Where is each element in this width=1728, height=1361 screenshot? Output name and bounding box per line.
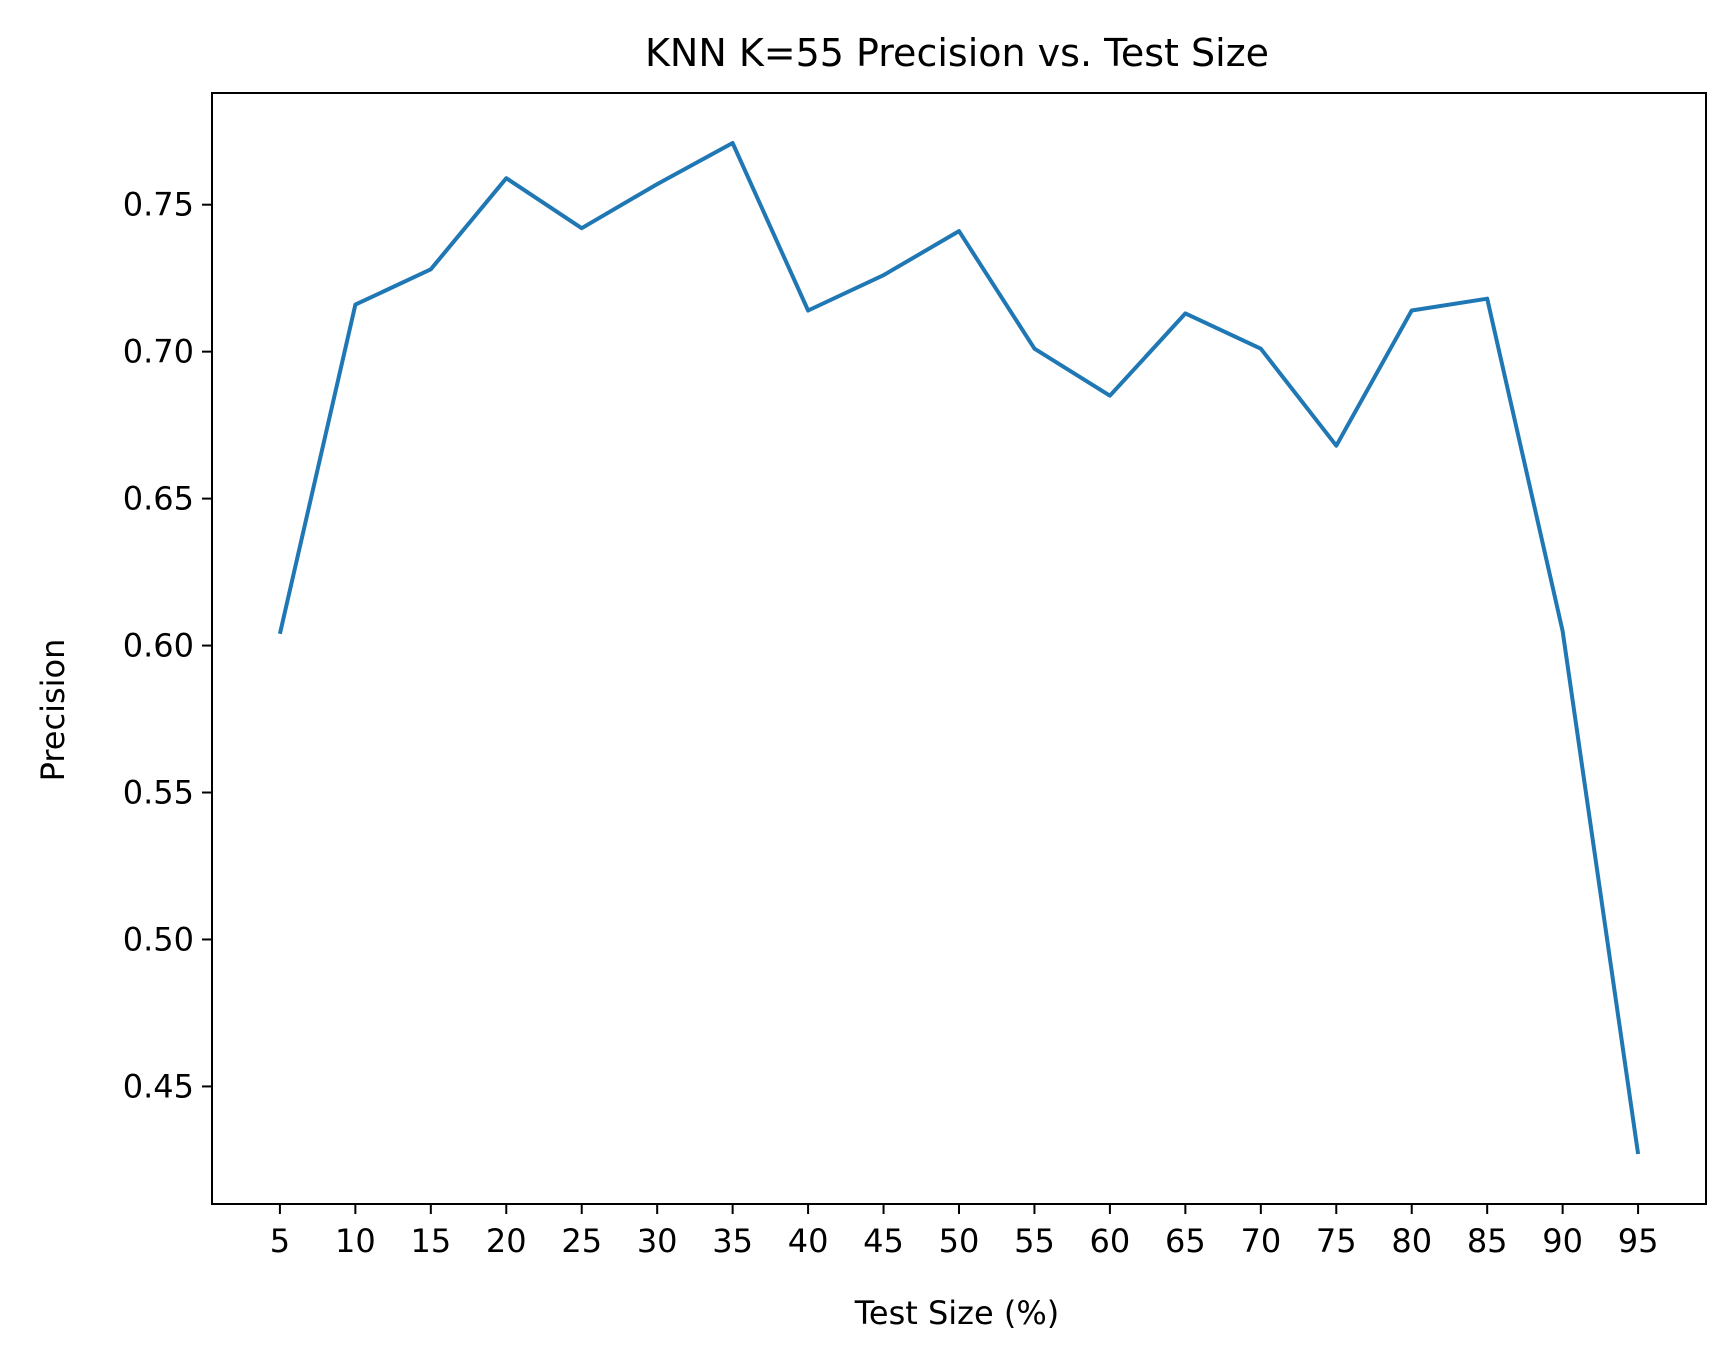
x-tick-label: 35 — [712, 1222, 753, 1260]
x-tick-label: 10 — [335, 1222, 376, 1260]
series-line — [277, 141, 1641, 1155]
y-tick-label: 0.45 — [123, 1067, 194, 1105]
x-tick-label: 15 — [410, 1222, 451, 1260]
x-tick-label: 45 — [863, 1222, 904, 1260]
x-tick-label: 25 — [561, 1222, 602, 1260]
x-tick-label: 5 — [270, 1222, 290, 1260]
x-tick-label: 90 — [1542, 1222, 1583, 1260]
x-tick-label: 60 — [1090, 1222, 1131, 1260]
x-tick-label: 50 — [939, 1222, 980, 1260]
y-tick-label: 0.60 — [123, 627, 194, 665]
x-tick-label: 30 — [637, 1222, 678, 1260]
x-tick-label: 70 — [1240, 1222, 1281, 1260]
y-tick-label: 0.50 — [123, 920, 194, 958]
x-axis-ticks: 5 10 15 20 25 30 35 40 45 50 55 60 65 70 75 80 85 90 95 — [270, 1204, 1659, 1260]
x-tick-label: 85 — [1467, 1222, 1508, 1260]
y-axis-label: Precision — [34, 639, 72, 782]
y-tick-label: 0.70 — [123, 333, 194, 371]
x-tick-label: 55 — [1014, 1222, 1055, 1260]
y-tick-label: 0.65 — [123, 480, 194, 518]
x-tick-label: 95 — [1618, 1222, 1659, 1260]
x-tick-label: 75 — [1316, 1222, 1357, 1260]
chart-title: KNN K=55 Precision vs. Test Size — [645, 31, 1269, 75]
x-tick-label: 20 — [486, 1222, 527, 1260]
plot-area-frame — [211, 92, 1707, 1205]
x-tick-label: 80 — [1391, 1222, 1432, 1260]
y-tick-label: 0.55 — [123, 774, 194, 812]
y-axis-ticks: 0.45 0.50 0.55 0.60 0.65 0.70 0.75 — [123, 186, 212, 1105]
x-axis-label: Test Size (%) — [854, 1294, 1059, 1332]
x-tick-label: 40 — [788, 1222, 829, 1260]
x-tick-label: 65 — [1165, 1222, 1206, 1260]
y-tick-label: 0.75 — [123, 186, 194, 224]
